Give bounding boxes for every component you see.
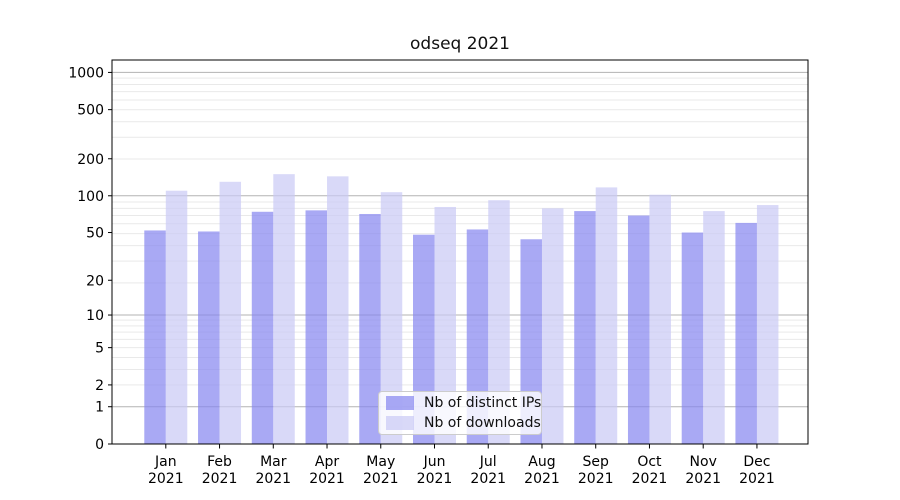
x-tick-label-year: 2021 [363, 471, 399, 487]
legend-swatch-downloads [386, 416, 414, 430]
bar-distinct-ips-nov [681, 232, 704, 444]
plot-border [111, 59, 809, 445]
bar-distinct-ips-dec [735, 222, 757, 444]
x-tick-label-year: 2021 [685, 471, 721, 487]
y-tick-label: 500 [77, 103, 104, 119]
x-tick-label-month: Jun [423, 454, 446, 470]
bar-distinct-ips-oct [627, 215, 650, 444]
x-tick-label-month: Mar [260, 454, 287, 470]
x-tick-label-month: Jan [154, 454, 177, 470]
y-tick-label: 20 [86, 273, 104, 289]
legend-row-distinct-ips: Nb of distinct IPs [386, 393, 541, 413]
y-tick-label: 0 [95, 437, 104, 453]
x-tick-label-month: Oct [637, 454, 662, 470]
x-tick-label-month: Aug [528, 454, 555, 470]
x-tick-label-year: 2021 [255, 471, 291, 487]
bar-downloads-nov [703, 211, 725, 444]
bar-downloads-jan [165, 190, 188, 444]
bar-downloads-mar [273, 174, 295, 444]
bar-distinct-ips-jul [466, 229, 489, 444]
x-tick-label-month: Nov [690, 454, 717, 470]
bar-downloads-jun [434, 206, 456, 444]
x-tick-label-month: Sep [583, 454, 610, 470]
bar-downloads-sep [595, 187, 618, 445]
y-tick-label: 1000 [68, 65, 104, 81]
bar-downloads-jul [488, 200, 510, 444]
x-tick-label-year: 2021 [739, 471, 775, 487]
x-tick-label-month: Feb [207, 454, 232, 470]
y-tick-label: 200 [77, 152, 104, 168]
x-tick-label-month: Apr [315, 454, 339, 470]
bar-distinct-ips-mar [251, 211, 274, 444]
y-tick-label: 50 [86, 226, 104, 242]
x-tick-label-year: 2021 [309, 471, 345, 487]
bar-downloads-may [380, 192, 403, 444]
y-tick-label: 5 [95, 341, 104, 357]
y-tick-label: 10 [86, 308, 104, 324]
y-tick-label: 100 [77, 189, 104, 205]
y-tick-label: 2 [95, 378, 104, 394]
legend-row-downloads: Nb of downloads [386, 413, 541, 433]
legend-label-downloads: Nb of downloads [424, 415, 541, 431]
x-tick-label-month: Jul [479, 454, 497, 470]
bar-downloads-feb [219, 181, 242, 444]
x-tick-label-year: 2021 [578, 471, 614, 487]
legend-swatch-distinct-ips [386, 396, 414, 410]
bar-distinct-ips-jan [144, 230, 166, 444]
x-tick-label-year: 2021 [148, 471, 184, 487]
bar-distinct-ips-feb [198, 231, 220, 444]
bar-distinct-ips-apr [305, 210, 328, 444]
bar-downloads-oct [649, 194, 671, 444]
bar-downloads-aug [541, 208, 564, 444]
x-tick-label-month: Dec [743, 454, 770, 470]
bar-downloads-apr [327, 176, 349, 444]
bar-distinct-ips-sep [574, 211, 596, 444]
x-tick-label-year: 2021 [202, 471, 238, 487]
x-tick-label-year: 2021 [524, 471, 560, 487]
x-tick-label-year: 2021 [470, 471, 506, 487]
x-tick-label-year: 2021 [632, 471, 668, 487]
bar-downloads-dec [756, 205, 779, 444]
x-tick-label-year: 2021 [417, 471, 453, 487]
y-tick-label: 1 [95, 400, 104, 416]
legend: Nb of distinct IPs Nb of downloads [378, 391, 542, 435]
x-tick-label-month: May [366, 454, 395, 470]
legend-label-distinct-ips: Nb of distinct IPs [424, 395, 542, 411]
bar-distinct-ips-may [359, 213, 381, 444]
chart-title: odseq 2021 [410, 34, 510, 54]
